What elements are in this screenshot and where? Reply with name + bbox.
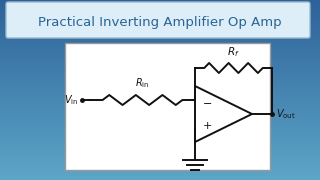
Text: $V_{\mathrm{in}}$: $V_{\mathrm{in}}$ [64,93,78,107]
FancyBboxPatch shape [65,43,270,170]
Text: −: − [203,99,212,109]
Text: $R_{\mathrm{in}}$: $R_{\mathrm{in}}$ [135,76,150,90]
FancyBboxPatch shape [6,2,310,38]
Text: $R_f$: $R_f$ [227,45,240,59]
Text: Practical Inverting Amplifier Op Amp: Practical Inverting Amplifier Op Amp [38,15,282,28]
Text: +: + [203,121,212,131]
Text: $V_{\mathrm{out}}$: $V_{\mathrm{out}}$ [276,107,296,121]
